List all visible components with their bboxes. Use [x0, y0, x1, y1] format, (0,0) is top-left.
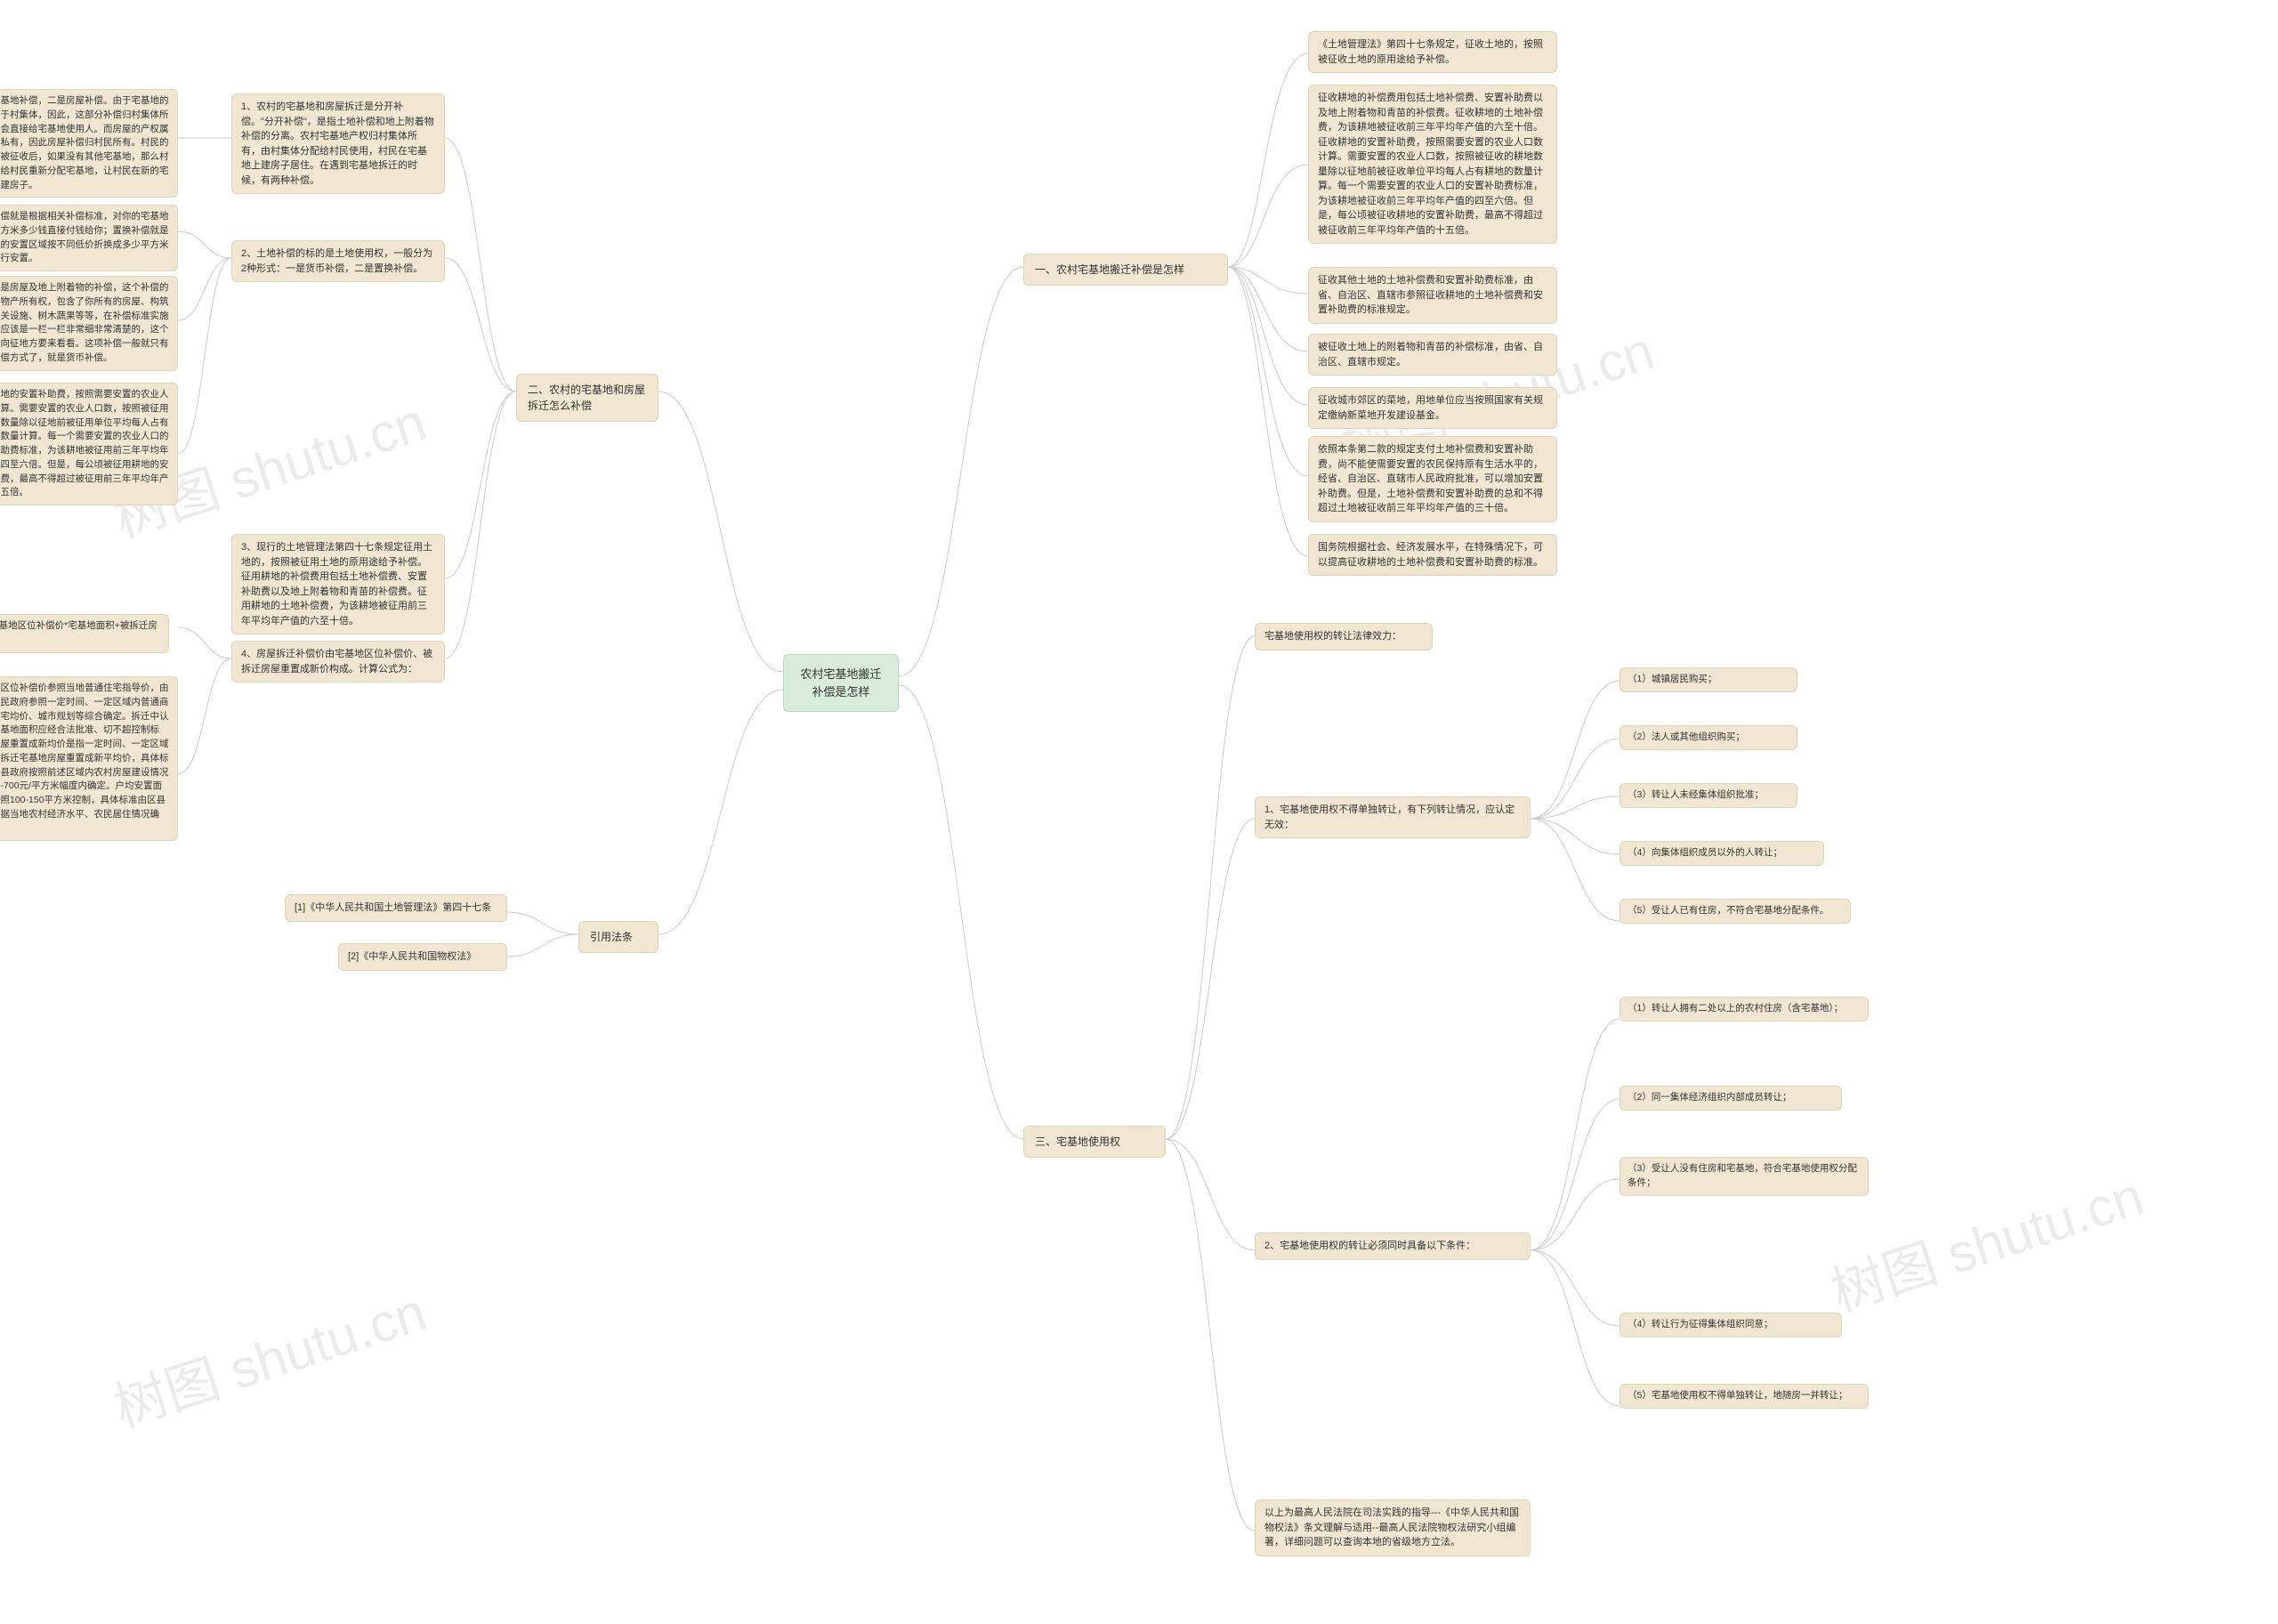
b2-child-2[interactable]: 2、土地补偿的标的是土地使用权，一般分为2种形式：一是货币补偿，二是置换补偿。 — [231, 240, 445, 282]
b3c2-sub-5[interactable]: （5）宅基地使用权不得单独转让，地随房一并转让； — [1620, 1384, 1869, 1409]
b1-child-5[interactable]: 征收城市郊区的菜地，用地单位应当按照国家有关规定缴纳新菜地开发建设基金。 — [1308, 387, 1557, 429]
b2-child-4[interactable]: 4、房屋拆迁补偿价由宅基地区位补偿价、被拆迁房屋重置成新价构成。计算公式为： — [231, 641, 445, 683]
b3c2-sub-1[interactable]: （1）转让人拥有二处以上的农村住房（含宅基地）； — [1620, 997, 1869, 1022]
b1-child-3[interactable]: 征收其他土地的土地补偿费和安置补助费标准，由省、自治区、直辖市参照征收耕地的土地… — [1308, 267, 1557, 324]
watermark: 树图 shutu.cn — [102, 1269, 434, 1442]
b3c1-sub-1[interactable]: （1）城镇居民购买； — [1620, 667, 1797, 692]
b2c1-sub-1[interactable]: 一是宅基地补偿，二是房屋补偿。由于宅基地的产权属于村集体，因此，这部分补偿归村集… — [0, 89, 178, 198]
branch-3[interactable]: 三、宅基地使用权 — [1023, 1126, 1166, 1158]
b2-child-1[interactable]: 1、农村的宅基地和房屋拆迁是分开补偿。"分开补偿"，是指土地补偿和地上附着物补偿… — [231, 93, 445, 194]
b2c2-sub-2[interactable]: 还有就是房屋及地上附着物的补偿，这个补偿的标的是物产所有权，包含了你所有的房屋、… — [0, 276, 178, 371]
b2c2-sub-3[interactable]: 征用耕地的安置补助费，按照需要安置的农业人口数计算。需要安置的农业人口数，按照被… — [0, 383, 178, 505]
b1-child-4[interactable]: 被征收土地上的附着物和青苗的补偿标准，由省、自治区、直辖市规定。 — [1308, 334, 1557, 376]
b4-child-2[interactable]: [2]《中华人民共和国物权法》 — [338, 943, 507, 971]
b3c2-sub-4[interactable]: （4）转让行为征得集体组织同意； — [1620, 1313, 1842, 1337]
b1-child-1[interactable]: 《土地管理法》第四十七条规定，征收土地的，按照被征收土地的原用途给予补偿。 — [1308, 31, 1557, 73]
b1-child-7[interactable]: 国务院根据社会、经济发展水平，在特殊情况下，可以提高征收耕地的土地补偿费和安置补… — [1308, 534, 1557, 576]
b3-child-3[interactable]: 以上为最高人民法院在司法实践的指导---《中华人民共和国物权法》条文理解与适用-… — [1255, 1499, 1531, 1556]
b2c2-sub-1[interactable]: 货币补偿就是根据相关补偿标准，对你的宅基地按每平方米多少钱直接付钱给你；置换补偿… — [0, 205, 178, 271]
b2-child-3[interactable]: 3、现行的土地管理法第四十七条规定征用土地的，按照被征用土地的原用途给予补偿。征… — [231, 534, 445, 634]
b3c2-sub-2[interactable]: （2）同一集体经济组织内部成员转让； — [1620, 1086, 1842, 1111]
b3-child-0[interactable]: 宅基地使用权的转让法律效力： — [1255, 623, 1433, 650]
b1-child-2[interactable]: 征收耕地的补偿费用包括土地补偿费、安置补助费以及地上附着物和青苗的补偿费。征收耕… — [1308, 85, 1557, 244]
b3c2-sub-3[interactable]: （3）受让人没有住房和宅基地，符合宅基地使用权分配条件； — [1620, 1157, 1869, 1196]
root-node[interactable]: 农村宅基地搬迁补偿是怎样 — [783, 654, 899, 712]
b2c4-sub-2[interactable]: 宅基地区位补偿价参照当地普通住宅指导价，由区县人民政府参照一定时间、一定区域内普… — [0, 676, 178, 841]
b3c1-sub-5[interactable]: （5）受让人已有住房，不符合宅基地分配条件。 — [1620, 899, 1851, 924]
branch-2[interactable]: 二、农村的宅基地和房屋拆迁怎么补偿 — [516, 374, 658, 422]
b1-child-6[interactable]: 依照本条第二款的规定支付土地补偿费和安置补助费，尚不能使需要安置的农民保持原有生… — [1308, 436, 1557, 522]
b3c1-sub-2[interactable]: （2）法人或其他组织购买； — [1620, 725, 1797, 750]
b3c1-sub-3[interactable]: （3）转让人未经集体组织批准； — [1620, 783, 1797, 808]
b3-child-1[interactable]: 1、宅基地使用权不得单独转让，有下列转让情况，应认定无效： — [1255, 796, 1531, 838]
b3c1-sub-4[interactable]: （4）向集体组织成员以外的人转让； — [1620, 841, 1824, 866]
b2c4-sub-1[interactable]: 房屋拆迁补偿=宅基地区位补偿价*宅基地面积+被拆迁房屋重置成新价 — [0, 614, 169, 653]
b3-child-2[interactable]: 2、宅基地使用权的转让必须同时具备以下条件： — [1255, 1232, 1531, 1260]
branch-4[interactable]: 引用法条 — [578, 921, 658, 953]
watermark: 树图 shutu.cn — [1820, 1153, 2152, 1327]
branch-1[interactable]: 一、农村宅基地搬迁补偿是怎样 — [1023, 254, 1228, 286]
mindmap-canvas: 树图 shutu.cn 树图 shutu.cn 树图 shutu.cn 树图 s… — [0, 0, 2278, 1624]
b4-child-1[interactable]: [1]《中华人民共和国土地管理法》第四十七条 — [285, 894, 507, 922]
